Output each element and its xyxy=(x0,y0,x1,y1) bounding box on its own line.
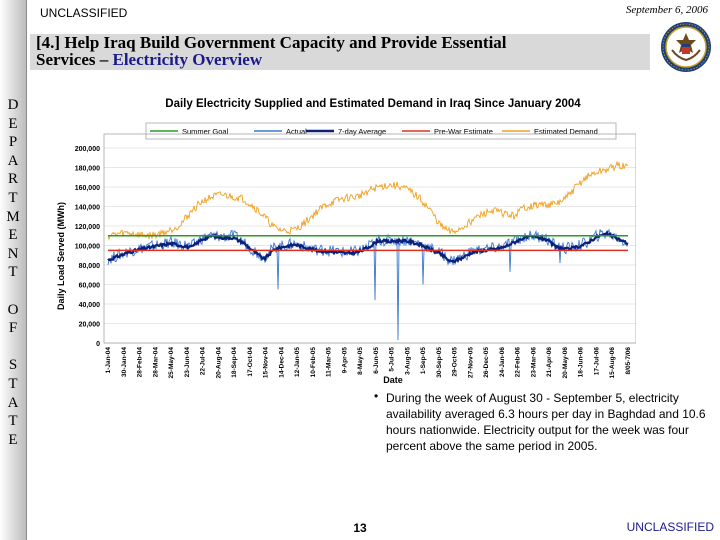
title-line-2: Services – Electricity Overview xyxy=(36,51,646,68)
sidebar-letter: E xyxy=(8,227,18,244)
y-tick-label: 80,000 xyxy=(79,263,101,270)
x-tick-label: 27-Nov-05 xyxy=(467,347,474,378)
x-tick-label: 30-Sep-05 xyxy=(436,347,443,378)
sidebar-letter: E xyxy=(8,115,18,132)
state-department-seal-icon xyxy=(656,20,716,74)
sidebar-letter: R xyxy=(7,171,18,188)
x-tick-label: 17-Oct-04 xyxy=(247,347,254,377)
y-tick-labels: 0 20,000 40,000 60,000 80,000 100,000 120,000 1… xyxy=(75,146,100,348)
y-tick-label: 20,000 xyxy=(79,322,101,329)
x-tick-label: 28-Mar-04 xyxy=(152,347,159,378)
x-tick-label: 11-Mar-05 xyxy=(326,347,333,377)
slide-title: [4.] Help Iraq Build Government Capacity… xyxy=(36,34,646,68)
sidebar-letter: A xyxy=(7,394,19,411)
slide-date: September 6, 2006 xyxy=(625,4,708,16)
sidebar-letter: P xyxy=(8,134,18,151)
sidebar-letter: M xyxy=(6,208,20,225)
x-tick-label: 20-May-06 xyxy=(562,347,569,379)
x-tick-label: 20-Aug-04 xyxy=(215,347,222,379)
x-tick-label: 28-Feb-04 xyxy=(137,347,144,378)
x-tick-label: 18-Jun-06 xyxy=(578,347,585,378)
title-line-2-accent: Electricity Overview xyxy=(112,50,263,69)
x-tick-label: 26-Dec-05 xyxy=(483,347,490,378)
x-tick-label: 24-Jan-06 xyxy=(499,347,506,377)
y-tick-label: 40,000 xyxy=(79,302,101,309)
x-tick-label: 12-Jan-05 xyxy=(294,347,301,377)
sidebar-letter: D xyxy=(7,97,19,113)
x-tick-label: 22-Jul-04 xyxy=(200,347,207,376)
legend-label: Estimated Demand xyxy=(534,127,598,136)
title-line-1: [4.] Help Iraq Build Government Capacity… xyxy=(36,33,507,52)
x-tick-label: 6-Jun-05 xyxy=(373,347,380,374)
y-tick-label: 120,000 xyxy=(75,224,100,231)
bullet-text: During the week of August 30 - September… xyxy=(386,391,706,453)
x-tick-label: 14-Dec-04 xyxy=(278,347,285,378)
series-estimated-demand xyxy=(107,160,629,241)
sidebar-letter: T xyxy=(8,413,18,430)
legend-label: 7-day Average xyxy=(338,127,386,136)
y-tick-label: 200,000 xyxy=(75,146,100,153)
sidebar-letter: T xyxy=(8,264,18,281)
title-background xyxy=(30,34,650,70)
sidebar-letter: S xyxy=(8,357,18,374)
title-line-2-prefix: Services – xyxy=(36,50,113,69)
classification-bottom: UNCLASSIFIED xyxy=(626,520,714,534)
x-tick-label: 1-Sep-05 xyxy=(420,347,427,374)
x-tick-label: 18-Sep-04 xyxy=(231,347,238,378)
sidebar-letter: E xyxy=(8,431,18,448)
x-axis-label: Date xyxy=(383,375,403,385)
x-tick-label: 25-May-04 xyxy=(168,347,175,379)
y-tick-label: 140,000 xyxy=(75,205,100,212)
legend-label: Pre-War Estimate xyxy=(434,127,493,136)
chart-title: Daily Electricity Supplied and Estimated… xyxy=(165,98,581,110)
x-tick-label: 9-Apr-05 xyxy=(341,347,348,374)
x-tick-label: 21-Apr-06 xyxy=(546,347,553,377)
y-tick-label: 0 xyxy=(96,341,100,348)
sidebar-letter: N xyxy=(7,245,19,262)
sidebar-letter: T xyxy=(8,375,18,392)
bullet-symbol: • xyxy=(374,389,379,403)
x-tick-label: 10-Feb-05 xyxy=(310,347,317,378)
sidebar-letter: A xyxy=(7,152,19,169)
y-tick-label: 160,000 xyxy=(75,185,100,192)
x-tick-label: 8-May-05 xyxy=(357,347,364,375)
x-tick-label: 15-Aug-06 xyxy=(609,347,616,379)
x-tick-label: 23-Jun-04 xyxy=(184,347,191,378)
electricity-chart: Daily Electricity Supplied and Estimated… xyxy=(56,98,636,385)
classification-top: UNCLASSIFIED xyxy=(40,6,128,20)
legend-box xyxy=(145,122,617,140)
y-tick-label: 60,000 xyxy=(79,283,101,290)
sidebar-letter: F xyxy=(8,320,18,337)
x-tick-label: 5-Jul-05 xyxy=(389,347,396,372)
x-tick-labels: 1-Jan-04 30-Jan-04 28-Feb-04 28-Mar-04 25-Ma… xyxy=(105,347,632,379)
x-tick-label: 22-Feb-06 xyxy=(515,347,522,378)
y-tick-label: 180,000 xyxy=(75,166,100,173)
sidebar-letter: O xyxy=(7,301,19,318)
x-tick-label: 15-Nov-04 xyxy=(263,347,270,378)
x-tick-label: 1-Jan-04 xyxy=(105,347,112,374)
sidebar-letter: T xyxy=(8,189,18,206)
sidebar-letter xyxy=(0,338,26,357)
sidebar-letter xyxy=(0,282,26,301)
y-tick-label: 100,000 xyxy=(75,244,100,251)
legend-label: Actual xyxy=(286,127,307,136)
x-tick-label: 3-Aug-05 xyxy=(404,347,411,375)
page-number: 13 xyxy=(353,521,367,535)
x-tick-label: 30-Jan-04 xyxy=(121,347,128,377)
x-tick-label: 17-Jul-06 xyxy=(593,347,600,376)
chart-legend: Summer Goal Actual 7-day Average Pre-War Es… xyxy=(150,127,598,136)
plot-frame xyxy=(103,133,636,344)
x-tick-label: 29-Oct-05 xyxy=(452,347,459,377)
y-axis-label: Daily Load Served (MWh) xyxy=(56,202,66,310)
series-7-day-average xyxy=(107,229,629,264)
chart-series xyxy=(107,160,629,341)
legend-label: Summer Goal xyxy=(182,127,229,136)
x-tick-label: 23-Mar-06 xyxy=(530,347,537,378)
x-tick-label: 8/05-7/06 xyxy=(625,347,632,375)
